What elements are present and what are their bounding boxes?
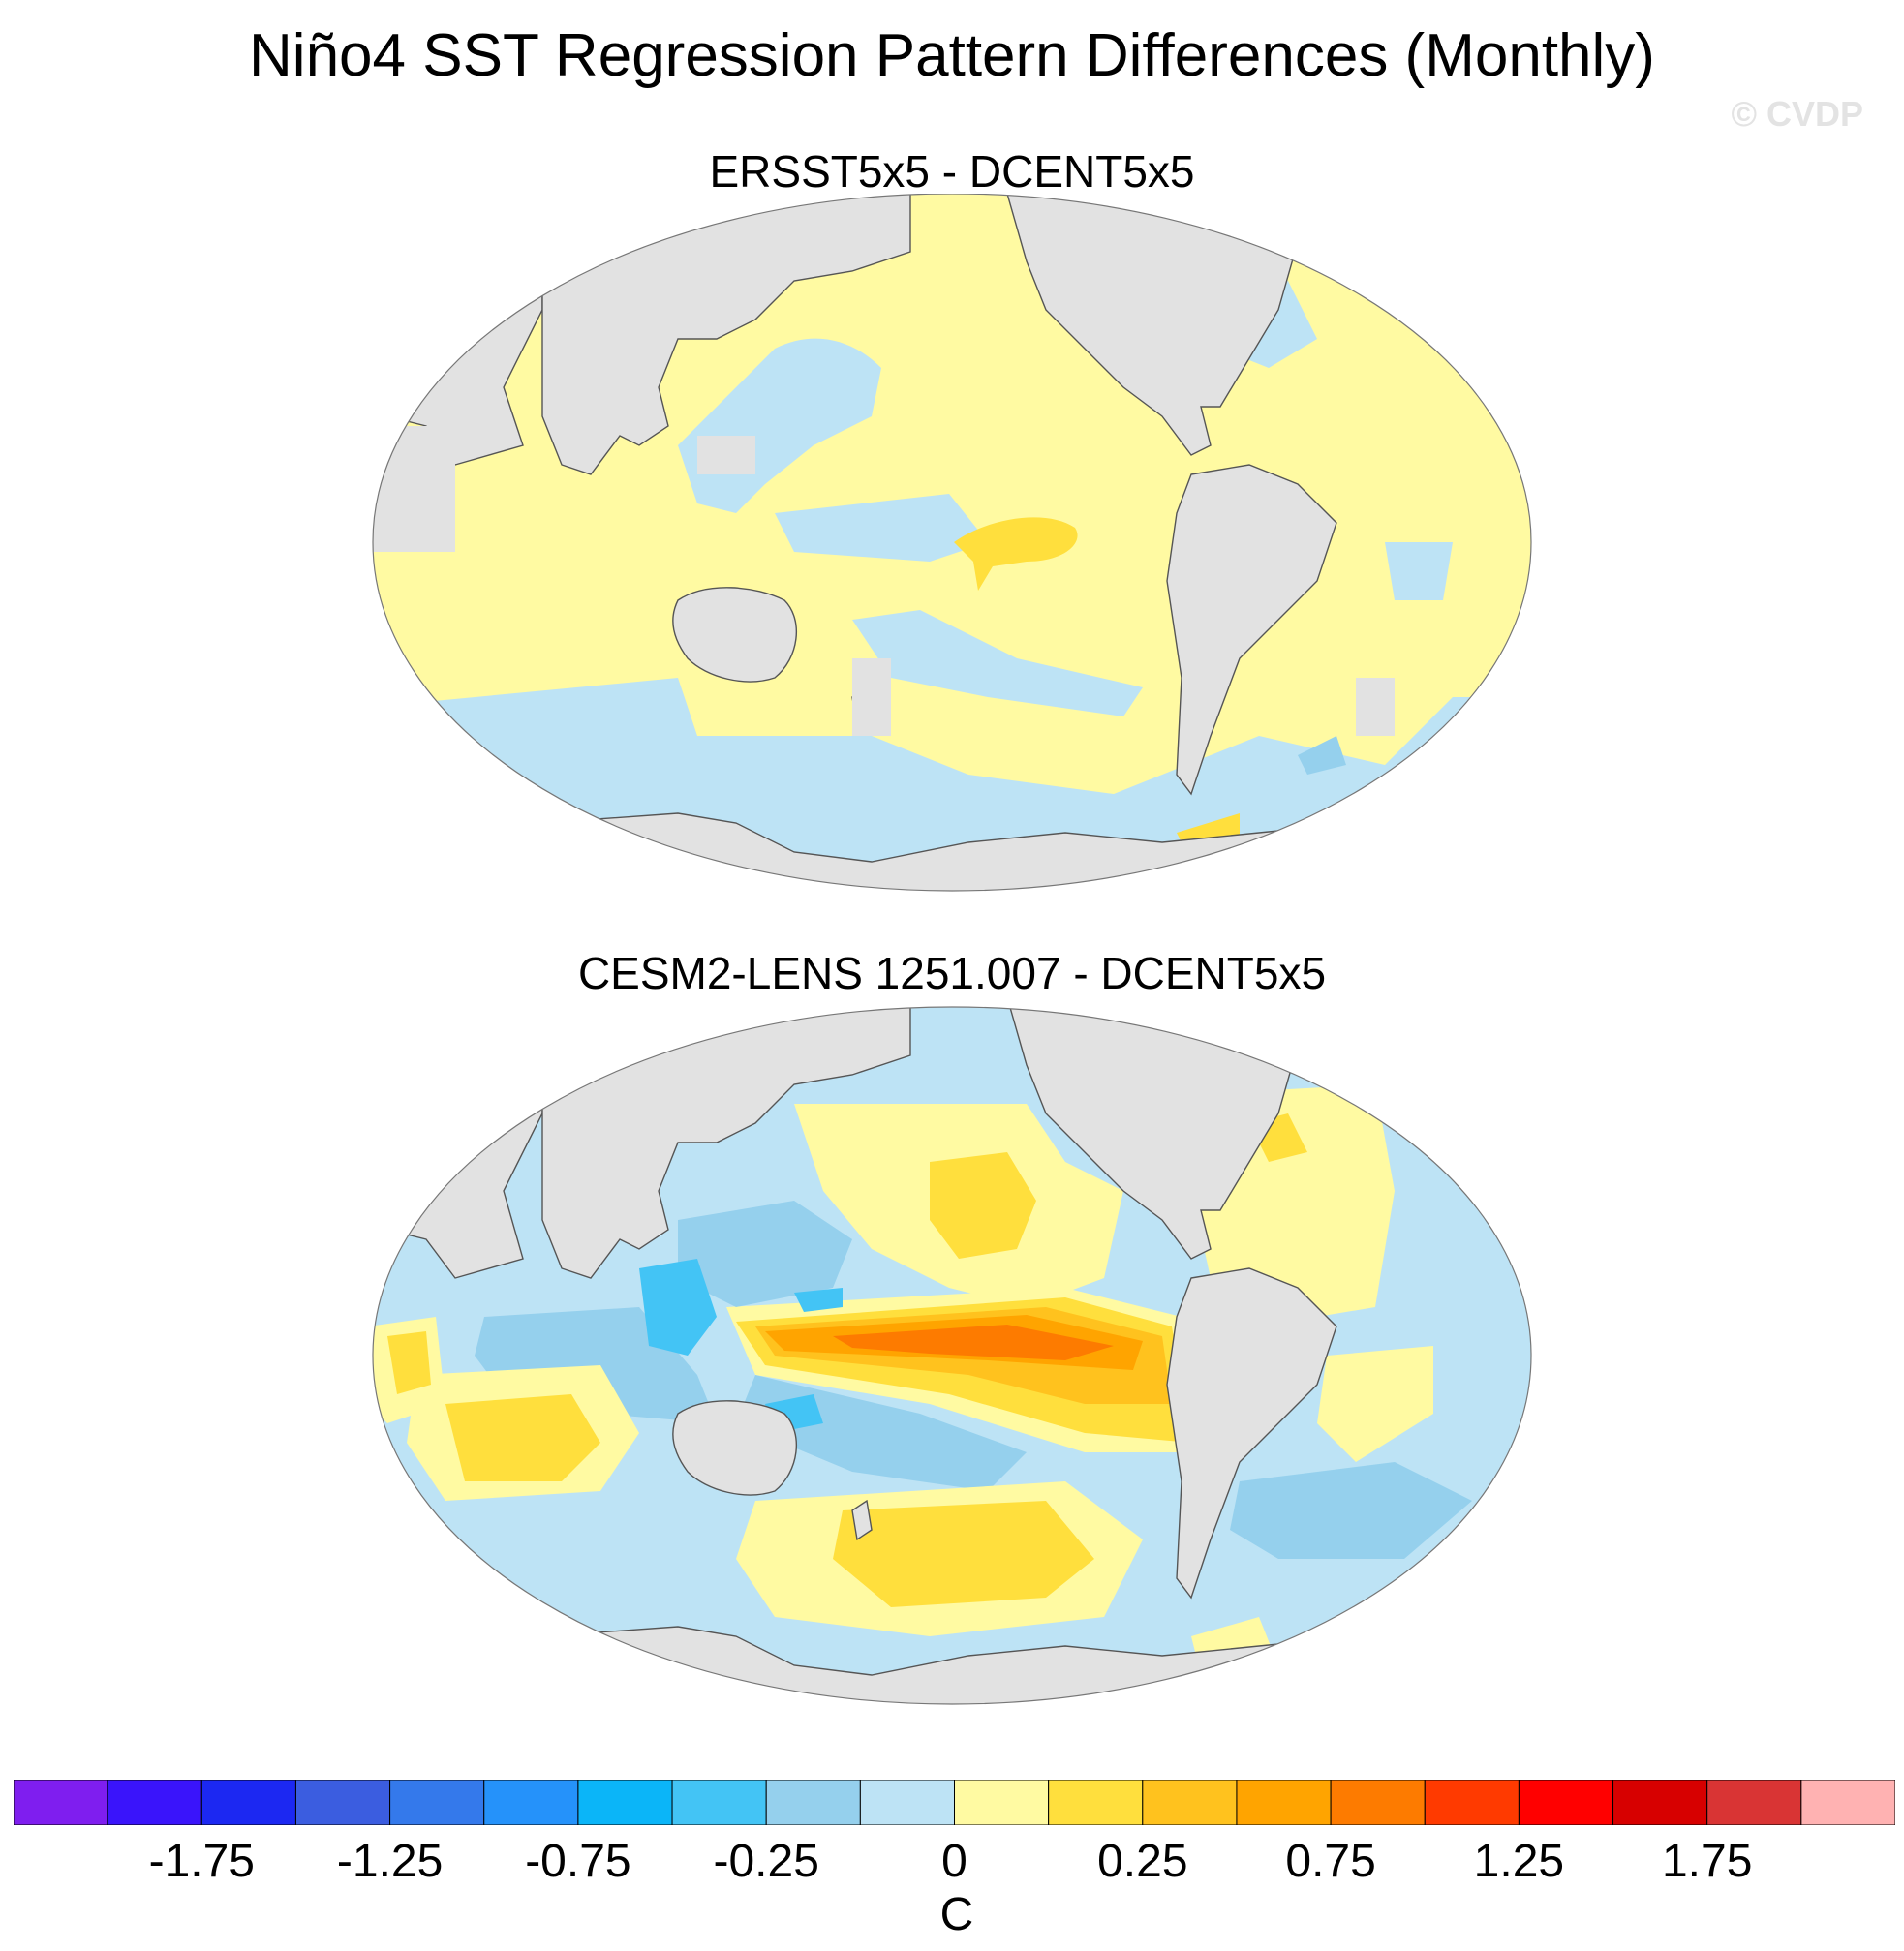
colorbar-box (483, 1780, 579, 1825)
colorbar-tick-label: -1.75 (148, 1836, 255, 1887)
colorbar-units: C (939, 1889, 974, 1940)
colorbar (14, 1780, 1895, 1825)
colorbar-box (14, 1780, 108, 1825)
colorbar-tick-label: 0.25 (1097, 1836, 1188, 1887)
colorbar-box (671, 1780, 767, 1825)
colorbar-box (389, 1780, 485, 1825)
colorbar-box (1424, 1780, 1520, 1825)
colorbar-box (954, 1780, 1050, 1825)
colorbar-box (1706, 1780, 1802, 1825)
colorbar-box (859, 1780, 955, 1825)
colorbar-box (107, 1780, 202, 1825)
colorbar-tick-label: -1.25 (336, 1836, 444, 1887)
top-map (372, 194, 1532, 892)
colorbar-tick-label: 0.75 (1285, 1836, 1376, 1887)
colorbar-box (1142, 1780, 1238, 1825)
top-map-field (373, 194, 1531, 891)
colorbar-box (294, 1780, 391, 1825)
bottom-panel-title: CESM2-LENS 1251.007 - DCENT5x5 (577, 948, 1327, 998)
top-panel-title: ERSST5x5 - DCENT5x5 (709, 146, 1195, 197)
colorbar-tick-label: -0.25 (713, 1836, 819, 1887)
colorbar-box (765, 1780, 861, 1825)
colorbar-tick-label: 1.25 (1473, 1836, 1565, 1887)
colorbar-box (1800, 1780, 1895, 1825)
colorbar-tick-label: 1.75 (1661, 1836, 1753, 1887)
colorbar-box (1330, 1780, 1426, 1825)
top-map-outline (372, 194, 1532, 892)
colorbar-box (200, 1780, 296, 1825)
colorbar-tick-label: 0 (941, 1836, 967, 1887)
colorbar-tick-label: -0.75 (525, 1836, 631, 1887)
colorbar-box (1048, 1780, 1144, 1825)
bottom-map (372, 1006, 1532, 1705)
colorbar-box (577, 1780, 673, 1825)
bottom-map-field (373, 1007, 1531, 1704)
cvdp-watermark: © CVDP (1731, 94, 1863, 134)
bottom-map-outline (372, 1006, 1532, 1705)
colorbar-box (1518, 1780, 1614, 1825)
colorbar-box (1236, 1780, 1332, 1825)
figure-title: Niño4 SST Regression Pattern Differences… (249, 22, 1655, 89)
colorbar-box (1612, 1780, 1708, 1825)
